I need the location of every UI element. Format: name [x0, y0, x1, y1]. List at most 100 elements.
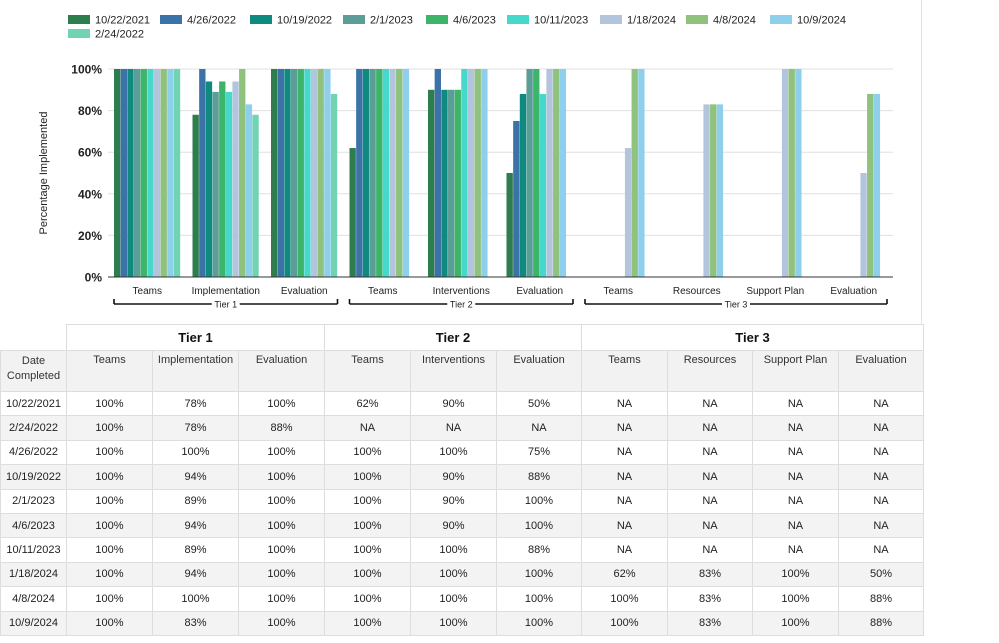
bar: [232, 81, 239, 277]
table-cell: 100%: [324, 439, 411, 466]
bar: [428, 89, 435, 277]
table-row: 2/24/2022 100% 78% 88% NA NA NA NA NA NA NA: [0, 415, 924, 441]
table-cell: 100%: [238, 537, 325, 563]
table-cell: 100%: [238, 488, 325, 514]
bar: [239, 69, 246, 277]
bar: [402, 69, 410, 277]
table-cell: 89%: [152, 488, 239, 514]
legend-label: 2/1/2023: [370, 15, 413, 27]
group-label-bg: [447, 298, 476, 309]
x-tick-label: Evaluation: [281, 286, 328, 297]
bar: [297, 69, 304, 277]
table-cell: 100%: [324, 610, 411, 636]
legend-label: 4/26/2022: [187, 15, 236, 27]
date-cell: 4/26/2022: [0, 439, 67, 466]
bar: [526, 69, 533, 277]
table-cell: NA: [752, 390, 839, 417]
x-tick-label: Teams: [368, 286, 397, 297]
table-cell: NA: [838, 464, 924, 490]
bar: [716, 104, 724, 277]
x-tick-label: Evaluation: [830, 286, 877, 297]
column-header: Teams: [66, 350, 153, 392]
date-cell: 10/11/2023: [0, 537, 67, 563]
column-header: Resources: [667, 350, 753, 392]
table-cell: 100%: [410, 561, 497, 588]
bar: [245, 104, 253, 277]
table-cell: 100%: [410, 439, 497, 466]
bar: [795, 69, 802, 277]
table-cell: 100%: [66, 537, 153, 563]
table-cell: NA: [752, 537, 839, 563]
bar: [252, 114, 259, 277]
table-cell: 88%: [838, 586, 924, 612]
legend-label: 1/18/2024: [627, 15, 676, 27]
table-cell: 100%: [238, 610, 325, 636]
table-cell: 50%: [496, 390, 582, 417]
table-cell: NA: [752, 415, 839, 441]
y-tick-label: 80%: [78, 104, 102, 118]
bar-chart: 10/22/2021 4/26/2022 10/19/2022 2/1/2023 4/6…: [38, 15, 893, 310]
table-cell: 100%: [324, 561, 411, 588]
table-body: 10/22/2021 100% 78% 100% 62% 90% 50% NA NA NA NA 2/…: [0, 390, 924, 636]
table-cell: NA: [581, 512, 668, 539]
bar: [127, 69, 134, 277]
table-cell: 78%: [152, 415, 239, 441]
bar: [290, 69, 298, 277]
bar: [546, 69, 553, 277]
table-cell: 75%: [496, 439, 582, 466]
table-row: 10/9/2024 100% 83% 100% 100% 100% 100% 100% 83% 1…: [0, 610, 924, 636]
tier-header: Tier 1: [66, 324, 325, 351]
x-tick-label: Resources: [673, 286, 721, 297]
y-tick-label: 60%: [78, 146, 102, 160]
table-cell: 100%: [66, 512, 153, 539]
bar: [356, 69, 363, 277]
table-cell: 100%: [238, 439, 325, 466]
table-cell: 100%: [496, 488, 582, 514]
tier-header: Tier 3: [581, 324, 924, 351]
bar: [167, 69, 174, 277]
table-cell: NA: [410, 415, 497, 441]
bar: [120, 69, 127, 277]
legend-label: 2/24/2022: [95, 29, 144, 41]
table-cell: 94%: [152, 561, 239, 588]
corner-cell: [0, 324, 67, 351]
tier-header-row: Tier 1 Tier 2 Tier 3: [0, 324, 924, 351]
table-cell: 50%: [838, 561, 924, 588]
table-cell: 100%: [238, 464, 325, 490]
legend-label: 10/9/2024: [797, 15, 846, 27]
table-cell: 83%: [152, 610, 239, 636]
date-cell: 4/8/2024: [0, 586, 67, 612]
table-cell: 100%: [66, 464, 153, 490]
table-cell: 90%: [410, 464, 497, 490]
table-cell: 90%: [410, 512, 497, 539]
table-cell: 100%: [324, 488, 411, 514]
table-cell: 83%: [667, 586, 753, 612]
column-header: Teams: [324, 350, 411, 392]
bar: [114, 69, 121, 277]
bar: [506, 173, 513, 277]
table-cell: 100%: [496, 610, 582, 636]
table-cell: NA: [496, 415, 582, 441]
legend-swatch: [426, 15, 448, 24]
table-cell: 100%: [752, 586, 839, 612]
table-cell: 100%: [752, 610, 839, 636]
legend-label: 10/19/2022: [277, 15, 332, 27]
date-cell: 2/1/2023: [0, 488, 67, 514]
table-cell: 88%: [238, 415, 325, 441]
table-cell: 100%: [66, 610, 153, 636]
table-cell: 100%: [496, 561, 582, 588]
table-cell: 100%: [324, 537, 411, 563]
x-tick-label: Implementation: [192, 286, 260, 297]
column-header: Evaluation: [838, 350, 924, 392]
bar: [788, 69, 795, 277]
bar: [324, 69, 331, 277]
table-cell: 100%: [66, 439, 153, 466]
bar: [304, 69, 311, 277]
bar: [624, 148, 632, 277]
bar: [382, 69, 390, 277]
date-cell: 10/19/2022: [0, 464, 67, 490]
right-divider: [921, 0, 922, 324]
table-cell: NA: [752, 464, 839, 490]
bar: [710, 104, 717, 277]
table-cell: NA: [752, 439, 839, 466]
